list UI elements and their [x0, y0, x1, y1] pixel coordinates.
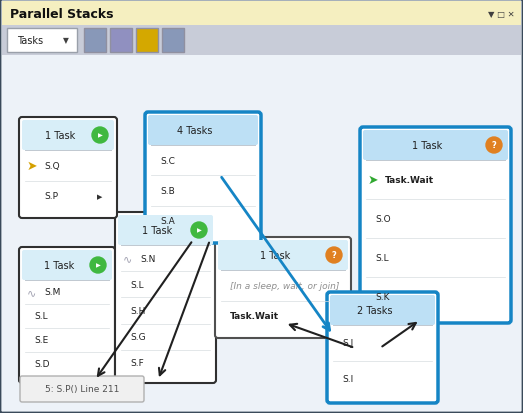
Text: 1 Task: 1 Task: [412, 141, 442, 151]
Text: ?: ?: [332, 251, 336, 260]
FancyBboxPatch shape: [115, 212, 216, 383]
Text: S.I: S.I: [342, 374, 353, 383]
Text: 5: S.P() Line 211: 5: S.P() Line 211: [45, 385, 119, 394]
Text: 2 Tasks: 2 Tasks: [357, 305, 392, 315]
Text: S.H: S.H: [130, 306, 145, 315]
FancyBboxPatch shape: [2, 56, 521, 409]
Text: S.G: S.G: [130, 332, 145, 342]
Text: ▶: ▶: [98, 133, 103, 138]
Circle shape: [486, 138, 502, 154]
Text: ▼ □ ✕: ▼ □ ✕: [488, 9, 515, 19]
FancyBboxPatch shape: [360, 128, 511, 323]
Text: 1 Task: 1 Task: [45, 131, 75, 141]
Text: ➤: ➤: [368, 173, 378, 187]
FancyBboxPatch shape: [19, 247, 115, 383]
Text: Task.Wait: Task.Wait: [385, 176, 434, 185]
Text: Task.Wait: Task.Wait: [230, 311, 279, 320]
Text: S.L: S.L: [375, 254, 389, 262]
Text: S.B: S.B: [160, 187, 175, 195]
FancyBboxPatch shape: [327, 292, 438, 403]
Text: ?: ?: [492, 141, 496, 150]
FancyBboxPatch shape: [19, 118, 117, 218]
Circle shape: [90, 257, 106, 273]
Text: Tasks: Tasks: [17, 36, 43, 46]
Circle shape: [191, 223, 207, 238]
FancyBboxPatch shape: [218, 240, 348, 271]
FancyBboxPatch shape: [162, 29, 184, 53]
Text: S.L: S.L: [34, 312, 48, 321]
FancyBboxPatch shape: [148, 116, 258, 146]
FancyBboxPatch shape: [7, 29, 77, 53]
Text: S.K: S.K: [375, 292, 390, 301]
FancyBboxPatch shape: [136, 29, 158, 53]
Circle shape: [92, 128, 108, 144]
Text: 1 Task: 1 Task: [142, 225, 173, 235]
Text: S.N: S.N: [140, 254, 155, 263]
Text: 1 Task: 1 Task: [260, 250, 290, 260]
Text: ∿: ∿: [27, 287, 37, 297]
Text: S.D: S.D: [34, 360, 50, 369]
FancyBboxPatch shape: [20, 376, 144, 402]
FancyBboxPatch shape: [330, 295, 435, 325]
Text: S.C: S.C: [160, 156, 175, 165]
FancyBboxPatch shape: [22, 121, 114, 151]
Text: S.E: S.E: [34, 336, 48, 345]
Text: S.L: S.L: [130, 280, 144, 289]
Text: 4 Tasks: 4 Tasks: [177, 126, 213, 136]
FancyBboxPatch shape: [2, 26, 521, 56]
Text: S.F: S.F: [130, 358, 144, 368]
Circle shape: [326, 247, 342, 263]
Text: ➤: ➤: [27, 159, 37, 172]
Text: S.J: S.J: [342, 338, 353, 347]
FancyBboxPatch shape: [84, 29, 106, 53]
FancyBboxPatch shape: [215, 237, 351, 338]
FancyBboxPatch shape: [145, 113, 261, 243]
FancyBboxPatch shape: [110, 29, 132, 53]
Text: ▶: ▶: [197, 228, 201, 233]
FancyBboxPatch shape: [118, 216, 213, 245]
Text: ▶: ▶: [96, 263, 100, 268]
Text: S.P: S.P: [44, 192, 58, 201]
FancyBboxPatch shape: [2, 2, 521, 26]
FancyBboxPatch shape: [22, 250, 112, 280]
Text: ▶: ▶: [97, 193, 103, 199]
Text: S.A: S.A: [160, 217, 175, 226]
Text: S.Q: S.Q: [44, 161, 60, 170]
Text: ∿: ∿: [123, 254, 133, 263]
Text: Parallel Stacks: Parallel Stacks: [10, 7, 113, 21]
Text: 1 Task: 1 Task: [44, 260, 74, 271]
Text: S.O: S.O: [375, 214, 391, 223]
Text: ▼: ▼: [63, 36, 69, 45]
Text: S.M: S.M: [44, 288, 60, 297]
Text: [In a sleep, wait, or join]: [In a sleep, wait, or join]: [230, 281, 339, 290]
FancyBboxPatch shape: [363, 131, 508, 161]
